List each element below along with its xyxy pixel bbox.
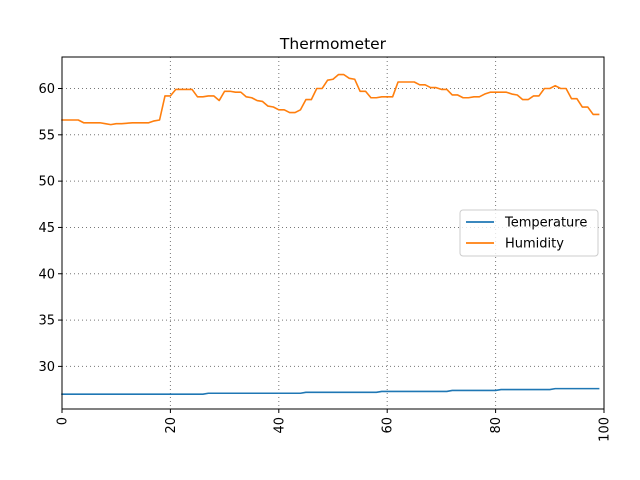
x-tick-label: 20 (164, 417, 179, 434)
x-tick-label: 80 (489, 417, 504, 434)
legend-label-humidity: Humidity (505, 237, 564, 252)
x-tick-label: 40 (272, 417, 287, 434)
chart-title: Thermometer (279, 35, 387, 53)
y-tick-label: 55 (38, 128, 55, 143)
series-layer (61, 73, 600, 395)
series-line-humidity (61, 73, 600, 126)
series-line-temperature (61, 387, 600, 395)
plot-frame (61, 56, 605, 410)
legend: Temperature Humidity (459, 209, 599, 257)
legend-box (459, 209, 599, 257)
y-tick-label: 60 (38, 82, 55, 97)
legend-label-temperature: Temperature (504, 216, 587, 231)
x-tick-label: 0 (56, 417, 71, 425)
y-tick-label: 35 (38, 314, 55, 329)
x-axis: 0 20 40 60 80 100 (56, 409, 613, 442)
y-axis: 30 35 40 45 50 55 60 (38, 82, 62, 375)
x-tick-label: 60 (381, 417, 396, 434)
y-tick-label: 30 (38, 360, 55, 375)
y-tick-label: 50 (38, 175, 55, 190)
x-tick-label: 100 (598, 417, 613, 442)
y-tick-label: 40 (38, 267, 55, 282)
y-tick-label: 45 (38, 221, 55, 236)
